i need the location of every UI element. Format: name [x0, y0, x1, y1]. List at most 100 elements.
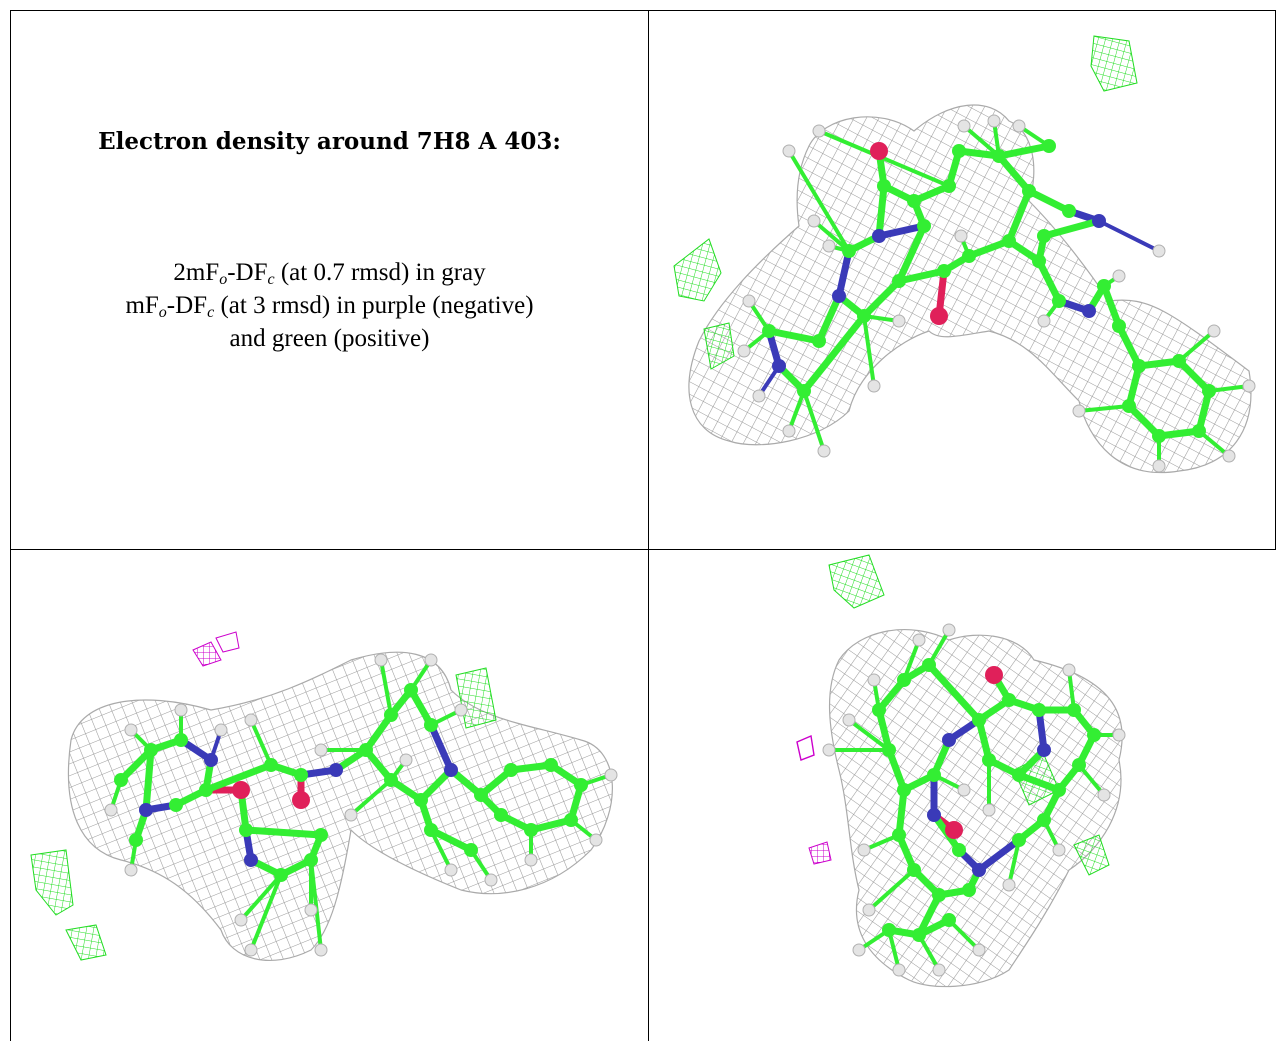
hydrogen-atom — [852, 943, 866, 957]
carbon-atom — [1112, 319, 1126, 333]
bond — [895, 267, 948, 285]
carbon-atom — [404, 683, 418, 697]
carbon-atom — [992, 149, 1006, 163]
carbon-atom — [1012, 833, 1026, 847]
carbon-atom — [762, 324, 776, 338]
bond — [379, 658, 393, 717]
bond — [847, 718, 891, 752]
carbon-atom — [857, 309, 871, 323]
carbon-atom — [882, 743, 896, 757]
oxygen-atom — [292, 791, 310, 809]
mesh-2fofc — [828, 629, 1123, 988]
hydrogen-atom — [742, 294, 756, 308]
carbon-atom — [274, 868, 288, 882]
bond — [1040, 217, 1103, 240]
hydrogen-atom — [982, 803, 996, 817]
hydrogen-atom — [244, 713, 258, 727]
hydrogen-atom — [822, 743, 836, 757]
bond — [1177, 329, 1216, 363]
carbon-atom — [1132, 359, 1146, 373]
carbon-atom — [574, 778, 588, 792]
bond — [995, 142, 1053, 160]
carbon-atom — [917, 219, 931, 233]
carbon-atom — [174, 733, 188, 747]
bond — [1175, 357, 1213, 395]
oxygen-atom — [945, 821, 963, 839]
hydrogen-atom — [817, 444, 831, 458]
carbon-atom — [1002, 234, 1016, 248]
carbon-atom — [384, 773, 398, 787]
carbon-atom — [359, 743, 373, 757]
carbon-atom — [962, 883, 976, 897]
bond — [202, 761, 275, 794]
hydrogen-atom — [957, 119, 971, 133]
carbon-atom — [129, 833, 143, 847]
bond — [1005, 187, 1033, 245]
carbon-atom — [892, 828, 906, 842]
nitrogen-atom — [329, 763, 343, 777]
carbon-atom — [1087, 728, 1101, 742]
hydrogen-atom — [972, 943, 986, 957]
mesh-2fofc — [67, 651, 613, 961]
bond — [242, 826, 325, 839]
carbon-atom — [1152, 429, 1166, 443]
carbon-atom — [927, 768, 941, 782]
hydrogen-atom — [892, 963, 906, 977]
oxygen-atom — [985, 666, 1003, 684]
hydrogen-atom — [1052, 843, 1066, 857]
hydrogen-atom — [782, 424, 796, 438]
carbon-atom — [952, 843, 966, 857]
bond — [362, 711, 395, 754]
carbon-atom — [877, 179, 891, 193]
hydrogen-atom — [892, 314, 906, 328]
bond — [427, 826, 475, 854]
carbon-atom — [1062, 204, 1076, 218]
hydrogen-atom — [912, 633, 926, 647]
bond — [802, 389, 826, 453]
nitrogen-atom — [832, 289, 846, 303]
molecule-atoms — [104, 653, 618, 957]
density-view-bottom-right — [649, 550, 1275, 1041]
nitrogen-atom — [972, 863, 986, 877]
bond — [249, 873, 283, 952]
hydrogen-atom — [807, 214, 821, 228]
nitrogen-atom — [139, 803, 153, 817]
bond — [309, 858, 323, 952]
molecule-atoms — [737, 114, 1256, 473]
bond — [817, 129, 951, 188]
carbon-atom — [474, 788, 488, 802]
hydrogen-atom — [104, 803, 118, 817]
carbon-atom — [907, 863, 921, 877]
carbon-atom — [1042, 139, 1056, 153]
carbon-atom — [494, 808, 508, 822]
carbon-atom — [114, 773, 128, 787]
hydrogen-atom — [374, 653, 388, 667]
bond — [895, 786, 908, 839]
carbon-atom — [897, 783, 911, 797]
legend-line-fofc: mFo-DFc (at 3 rmsd) in purple (negative) — [125, 292, 534, 321]
hydrogen-atom — [942, 623, 956, 637]
carbon-atom — [937, 264, 951, 278]
carbon-atom — [942, 179, 956, 193]
density-render — [673, 35, 1256, 474]
nitrogen-atom — [1092, 214, 1106, 228]
hydrogen-atom — [444, 863, 458, 877]
hydrogen-atom — [1012, 119, 1026, 133]
bond — [1025, 187, 1073, 215]
hydrogen-atom — [234, 913, 248, 927]
bond — [1035, 257, 1063, 305]
nitrogen-atom — [942, 733, 956, 747]
hydrogen-atom — [1112, 728, 1126, 742]
density-view-bottom-left — [11, 550, 648, 1041]
hydrogen-atom — [1002, 878, 1016, 892]
nitrogen-atom — [772, 359, 786, 373]
bond — [875, 222, 928, 240]
hydrogen-atom — [752, 389, 766, 403]
bond — [800, 312, 868, 395]
molecule-atoms — [822, 623, 1126, 977]
hydrogen-atom — [987, 114, 1001, 128]
carbon-atom — [982, 753, 996, 767]
bond — [875, 182, 888, 240]
carbon-atom — [314, 828, 328, 842]
hydrogen-atom — [524, 853, 538, 867]
